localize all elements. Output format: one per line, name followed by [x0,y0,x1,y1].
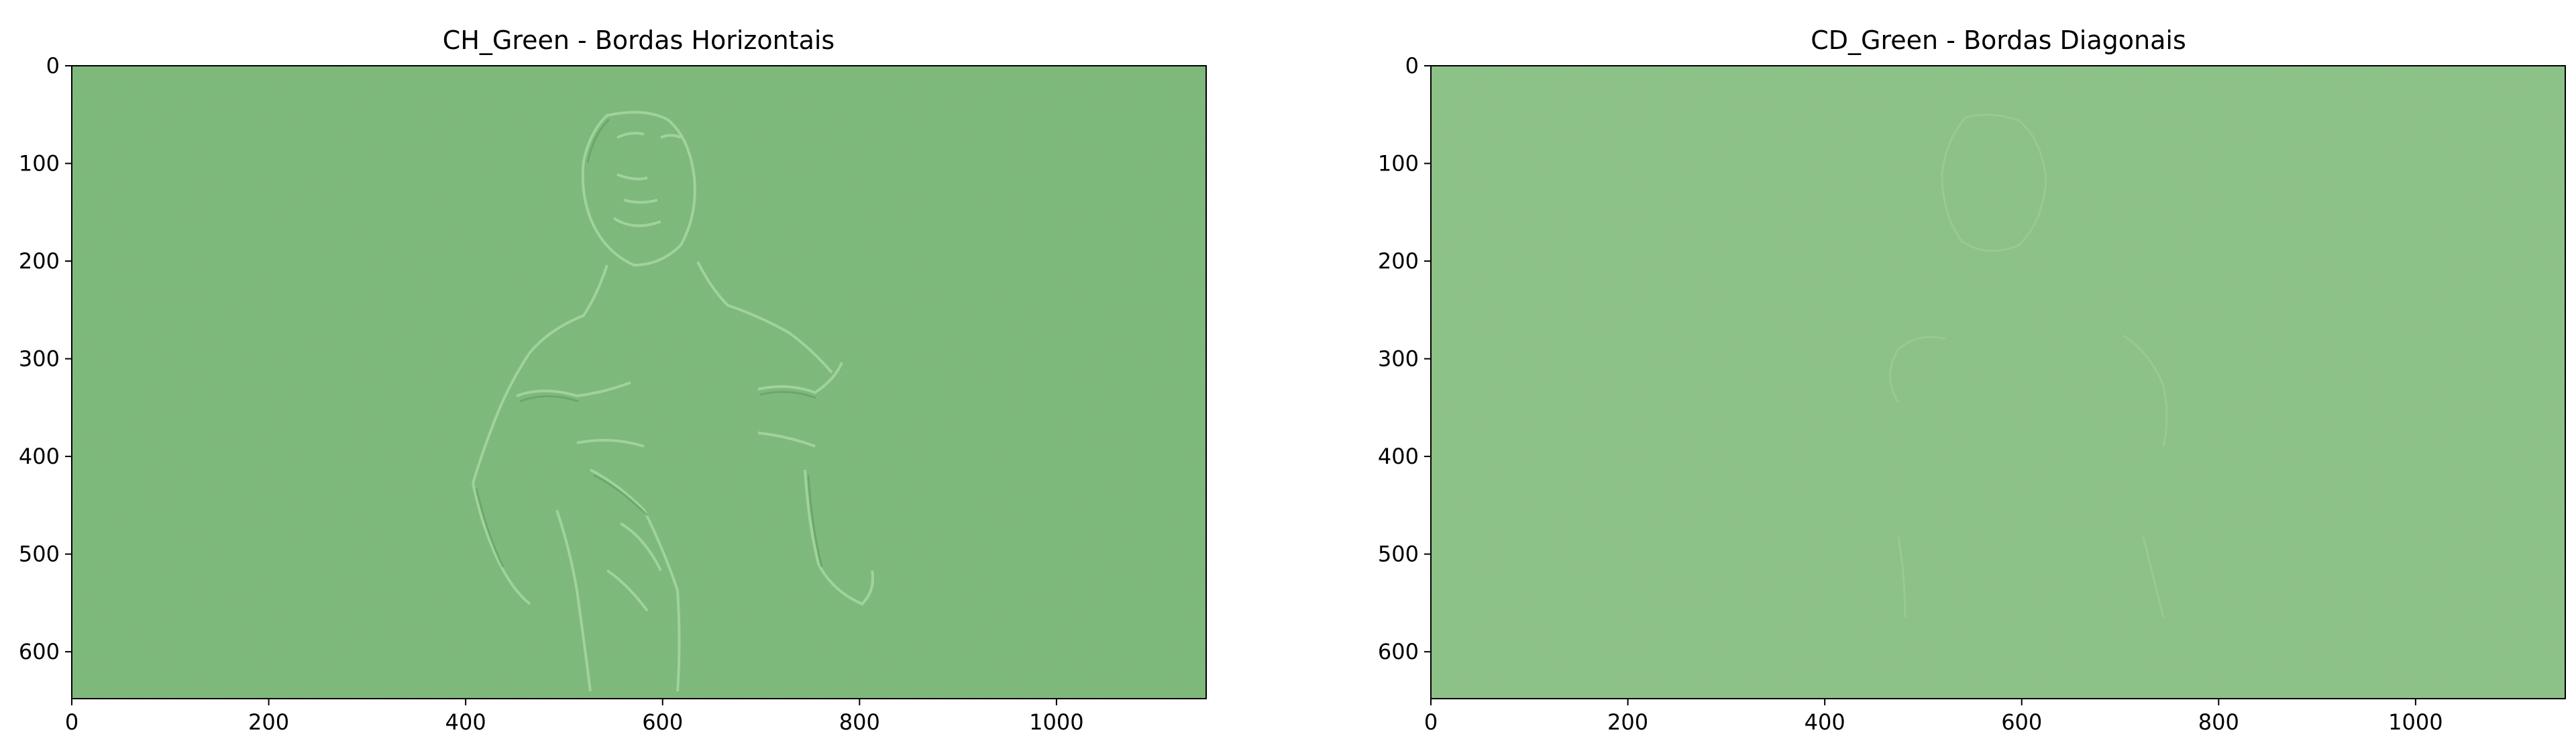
x-tick-label: 800 [839,709,880,735]
y-tick-label: 500 [1378,542,1419,567]
x-tick-label: 0 [1424,709,1438,735]
x-axis-ticks: 0 200 400 600 800 1000 [1424,699,2443,735]
x-tick-label: 400 [1805,709,1845,735]
image-noise [72,66,1206,699]
image-noise [1431,66,2565,699]
y-tick-label: 600 [1378,639,1419,664]
horizontal-edge-shadows [475,118,823,568]
chart-title: CD_Green - Bordas Diagonais [1811,26,2186,55]
x-tick-label: 200 [248,709,289,735]
axes-frame [1430,65,2566,699]
x-tick-label: 1000 [1029,709,1083,735]
y-tick-label: 200 [1378,248,1419,274]
chart-panel-horizontal-edges: CH_Green - Bordas Horizontais [19,26,1207,735]
x-axis-ticks: 0 200 400 600 800 1000 [65,699,1084,735]
y-axis-ticks: 0 100 200 300 400 500 600 [19,53,72,664]
x-tick-label: 400 [445,709,486,735]
x-tick-label: 0 [65,709,78,735]
y-tick-label: 200 [19,248,60,274]
y-tick-label: 400 [19,444,60,469]
y-tick-label: 600 [19,639,60,664]
x-tick-label: 600 [642,709,683,735]
y-tick-label: 100 [19,151,60,177]
y-tick-label: 0 [1405,53,1419,79]
y-tick-label: 0 [46,53,60,79]
x-tick-label: 1000 [2388,709,2443,735]
y-axis-ticks: 0 100 200 300 400 500 600 [1378,53,1431,664]
axes-frame [71,65,1207,699]
x-tick-label: 200 [1607,709,1648,735]
diagonal-edge-figure [1889,113,2168,618]
chart-title: CH_Green - Bordas Horizontais [443,26,835,55]
horizontal-edge-figure [472,111,874,692]
x-tick-label: 800 [2198,709,2239,735]
y-tick-label: 500 [19,542,60,567]
y-tick-label: 100 [1378,151,1419,177]
y-tick-label: 300 [19,346,60,372]
chart-panel-diagonal-edges: CD_Green - Bordas Diagonais 0 200 400 600 80… [1378,26,2566,735]
y-tick-label: 300 [1378,346,1419,372]
x-tick-label: 600 [2001,709,2042,735]
y-tick-label: 400 [1378,444,1419,469]
